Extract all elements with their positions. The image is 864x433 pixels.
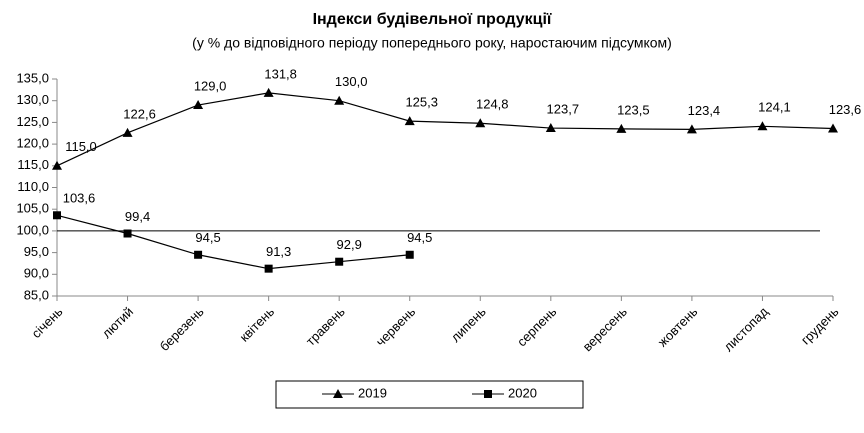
y-tick-label: 130,0 <box>16 92 49 107</box>
x-tick-label: червень <box>373 304 419 350</box>
marker <box>757 121 768 131</box>
marker <box>545 123 556 133</box>
y-tick-label: 125,0 <box>16 114 49 129</box>
marker <box>686 124 697 134</box>
y-tick-label: 120,0 <box>16 136 49 151</box>
marker <box>484 390 492 398</box>
data-label: 131,8 <box>264 66 297 81</box>
marker <box>334 95 345 105</box>
x-tick-label: листопад <box>721 304 772 355</box>
x-tick-label: серпень <box>514 304 560 350</box>
legend-label: 2020 <box>508 385 537 400</box>
y-tick-label: 85,0 <box>24 287 49 302</box>
data-label: 130,0 <box>335 74 368 89</box>
marker <box>193 100 204 110</box>
marker <box>263 87 274 97</box>
marker <box>194 250 203 259</box>
x-tick-label: квітень <box>237 304 278 345</box>
marker <box>828 123 838 133</box>
series-line <box>56 92 834 167</box>
y-tick-label: 115,0 <box>17 157 49 172</box>
data-label: 94,5 <box>195 230 220 245</box>
marker <box>333 389 343 398</box>
x-tick-label: липень <box>448 304 489 345</box>
marker <box>405 250 414 259</box>
marker <box>404 116 415 126</box>
legend-label: 2019 <box>358 385 387 400</box>
data-label: 125,3 <box>405 95 438 110</box>
marker <box>52 160 62 170</box>
chart-subtitle: (у % до відповідного періоду попередньог… <box>192 35 672 51</box>
x-tick-label: січень <box>29 304 66 341</box>
x-tick-label: лютий <box>99 304 136 341</box>
y-tick-label: 105,0 <box>16 201 49 216</box>
data-label: 122,6 <box>123 106 156 121</box>
marker <box>475 118 486 128</box>
series-line <box>56 214 410 270</box>
y-tick-label: 95,0 <box>24 244 49 259</box>
data-label: 123,6 <box>829 102 862 117</box>
data-label: 103,6 <box>63 191 96 206</box>
marker <box>53 211 61 220</box>
y-tick-label: 110,0 <box>17 179 49 194</box>
x-tick-label: березень <box>157 304 207 354</box>
data-label: 123,4 <box>688 103 721 118</box>
x-tick-label: грудень <box>798 304 842 348</box>
marker <box>122 127 133 137</box>
data-label: 94,5 <box>407 230 432 245</box>
y-tick-label: 90,0 <box>24 266 49 281</box>
marker <box>616 123 627 133</box>
data-label: 115,0 <box>65 139 97 154</box>
marker <box>335 257 344 266</box>
data-label: 99,4 <box>125 209 150 224</box>
data-label: 124,1 <box>758 100 791 115</box>
x-tick-label: травень <box>303 304 348 349</box>
marker <box>123 229 132 238</box>
data-label: 124,8 <box>476 97 509 112</box>
data-label: 92,9 <box>337 237 362 252</box>
y-tick-label: 100,0 <box>16 222 49 237</box>
legend <box>275 380 584 409</box>
x-tick-label: вересень <box>580 304 630 354</box>
chart-title: Індекси будівельної продукції <box>313 11 552 28</box>
data-label: 123,5 <box>617 102 650 117</box>
data-label: 91,3 <box>266 244 291 259</box>
marker <box>264 264 273 273</box>
data-label: 123,7 <box>547 101 580 116</box>
data-label: 129,0 <box>194 78 227 93</box>
x-tick-label: жовтень <box>655 304 701 350</box>
y-tick-label: 135,0 <box>16 70 49 85</box>
